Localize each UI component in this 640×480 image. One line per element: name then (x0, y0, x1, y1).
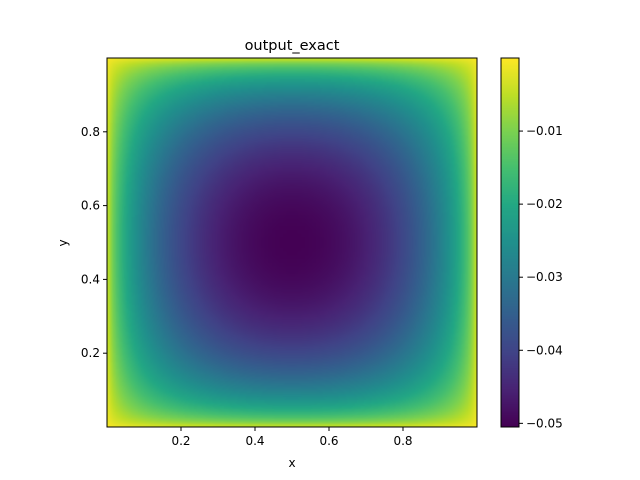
y-tick-label: 0.4 (81, 272, 100, 286)
y-tick-label: 0.6 (81, 199, 100, 213)
colorbar-ticks: −0.01 −0.02 −0.03 −0.04 −0.05 (519, 124, 563, 430)
colorbar-tick-label: −0.05 (526, 416, 563, 430)
x-tick-label: 0.8 (393, 434, 412, 448)
y-axis: 0.2 0.4 0.6 0.8 (81, 125, 107, 360)
x-tick-label: 0.4 (245, 434, 264, 448)
x-axis: 0.2 0.4 0.6 0.8 (171, 427, 413, 448)
colorbar-frame (500, 57, 520, 428)
colorbar: −0.01 −0.02 −0.03 −0.04 −0.05 (500, 57, 563, 430)
y-tick-label: 0.2 (81, 346, 100, 360)
y-axis-label: y (56, 239, 70, 246)
plot-frame (106, 57, 478, 428)
colorbar-tick-label: −0.03 (526, 270, 563, 284)
colorbar-gradient (501, 58, 519, 427)
x-tick-label: 0.2 (171, 434, 190, 448)
x-axis-label: x (288, 456, 295, 470)
colorbar-tick-label: −0.04 (526, 343, 563, 357)
colorbar-tick-label: −0.02 (526, 197, 563, 211)
plot-area (106, 57, 478, 428)
y-tick-label: 0.8 (81, 125, 100, 139)
chart-title: output_exact (245, 38, 340, 54)
heatmap-image (107, 58, 477, 427)
x-tick-label: 0.6 (319, 434, 338, 448)
colorbar-tick-label: −0.01 (526, 124, 563, 138)
